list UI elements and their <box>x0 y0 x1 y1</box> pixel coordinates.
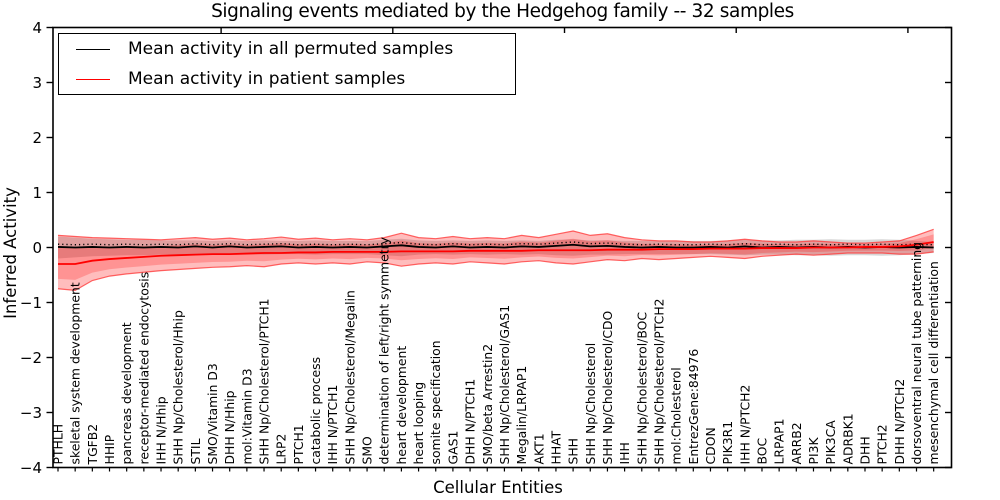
x-category-label: ADRBK1 <box>840 413 855 464</box>
patient-band-lower-edge <box>57 251 934 292</box>
y-tick-label: 2 <box>32 129 42 147</box>
x-category-label: dorsoventral neural tube patterning <box>909 242 924 465</box>
x-category-label: SHH Np/Cholesterol/PTCH2 <box>651 298 666 464</box>
y-tick-label: 3 <box>32 74 42 92</box>
x-category-label: HHAT <box>548 430 563 464</box>
x-category-label: catabolic process <box>308 357 323 465</box>
x-category-label: SMO/beta Arrestin2 <box>480 344 495 465</box>
x-category-label: DHH <box>857 436 872 464</box>
x-category-label: SHH Np/Cholesterol <box>583 343 598 465</box>
x-category-label: HHIP <box>102 434 117 464</box>
x-category-label: LRP2 <box>274 434 289 465</box>
y-tick-label: −4 <box>20 459 42 477</box>
x-category-label: DHH N/PTCH1 <box>463 379 478 465</box>
x-category-label: BOC <box>754 438 769 465</box>
patient-range-band <box>58 229 934 291</box>
x-category-label: pancreas development <box>119 322 134 464</box>
x-category-label: mol:Vitamin D3 <box>239 368 254 464</box>
legend: Mean activity in all permuted samples Me… <box>58 33 516 95</box>
x-axis-title: Cellular Entities <box>433 478 563 497</box>
x-category-label: SHH Np/Cholesterol/Megalin <box>342 290 357 464</box>
y-tick-label: −3 <box>20 404 42 422</box>
x-category-label: LRPAP1 <box>772 418 787 464</box>
x-category-label: AKT1 <box>531 433 546 464</box>
legend-item-permuted: Mean activity in all permuted samples <box>59 38 515 59</box>
y-tick-label: −1 <box>20 294 42 312</box>
red-line-swatch <box>76 78 110 80</box>
x-category-label: determination of left/right symmetry <box>377 237 392 465</box>
x-category-label: DHH N/PTCH2 <box>892 379 907 465</box>
x-category-label: PIK3CA <box>823 420 838 465</box>
x-category-label: SMO/Vitamin D3 <box>205 363 220 464</box>
x-category-label: SMO <box>360 436 375 465</box>
x-category-label: SHH <box>566 438 581 465</box>
x-category-label: IHH N/Hhip <box>154 396 169 464</box>
black-line-swatch <box>76 48 110 50</box>
x-category-label: CDON <box>703 427 718 464</box>
x-category-label: IHH N/PTCH2 <box>737 385 752 465</box>
y-tick-label: 1 <box>32 184 42 202</box>
y-tick-label: −2 <box>20 349 42 367</box>
legend-label-patient: Mean activity in patient samples <box>128 68 406 89</box>
x-category-label: PTCH1 <box>291 424 306 464</box>
patient-band-upper-edge <box>57 228 934 244</box>
y-tick-label: 4 <box>32 19 42 37</box>
x-category-label: mol:Cholesterol <box>669 367 684 464</box>
x-category-label: TGFB2 <box>85 424 100 466</box>
y-tick-label: 0 <box>32 239 42 257</box>
chart-title: Signaling events mediated by the Hedgeho… <box>211 1 794 22</box>
x-category-label: SHH Np/Cholesterol/CDO <box>600 310 615 464</box>
x-category-label: mesenchymal cell differentiation <box>926 261 941 464</box>
x-category-label: PI3K <box>806 436 821 464</box>
x-category-label: ARRB2 <box>789 422 804 464</box>
x-category-label: EntrezGene:84976 <box>686 349 701 465</box>
x-category-label: receptor-mediated endocytosis <box>136 272 151 465</box>
x-category-label: somite specification <box>428 340 443 464</box>
x-category-label: GAS1 <box>445 431 460 465</box>
x-category-label: heart looping <box>411 382 426 465</box>
x-category-label: PTCH2 <box>875 424 890 464</box>
x-category-label: SHH Np/Cholesterol/Hhip <box>171 310 186 464</box>
x-category-label: skeletal system development <box>68 282 83 464</box>
x-category-label: Megalin/LRPAP1 <box>514 366 529 465</box>
x-category-label: STIL <box>188 438 203 464</box>
x-category-label: IHH N/PTCH1 <box>325 385 340 465</box>
x-category-label: SHH Np/Cholesterol/BOC <box>634 312 649 465</box>
legend-item-patient: Mean activity in patient samples <box>59 68 515 89</box>
x-category-label: SHH Np/Cholesterol/PTCH1 <box>257 298 272 464</box>
legend-label-permuted: Mean activity in all permuted samples <box>128 38 454 59</box>
x-category-label: IHH <box>617 442 632 464</box>
x-category-label: DHH N/Hhip <box>222 390 237 464</box>
x-category-label: heart development <box>394 346 409 465</box>
x-category-label: SHH Np/Cholesterol/GAS1 <box>497 305 512 465</box>
x-category-label: PIK3R1 <box>720 421 735 465</box>
x-category-label: PTHLH <box>51 424 66 465</box>
patient-mean-line <box>58 241 934 265</box>
y-axis-title: Inferred Activity <box>1 187 20 319</box>
